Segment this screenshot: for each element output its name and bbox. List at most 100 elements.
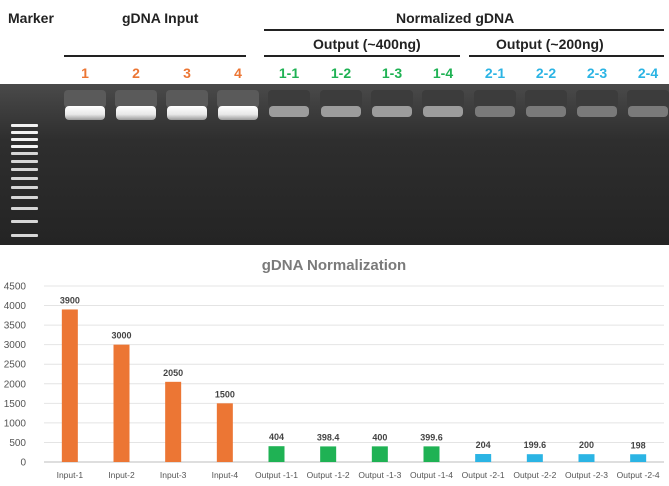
lane-label-2-3: 2-3 (586, 65, 608, 81)
marker-ladder (11, 124, 38, 237)
lane-label-4: 4 (234, 65, 242, 81)
value-label: 400 (372, 432, 387, 442)
normalized-rule (264, 29, 664, 31)
ladder-band (11, 234, 38, 237)
value-label: 398.4 (317, 432, 340, 442)
output-400-rule (264, 55, 460, 57)
input-rule (64, 55, 246, 57)
gel-band (475, 106, 515, 117)
band-smear (422, 90, 464, 108)
ladder-band (11, 220, 38, 223)
y-tick-label: 2000 (4, 379, 27, 390)
y-tick-label: 4000 (4, 301, 27, 312)
gel-band (577, 106, 617, 117)
y-tick-label: 3000 (4, 340, 27, 351)
bar-output-2-2 (526, 454, 543, 462)
lane-label-3: 3 (183, 65, 191, 81)
value-label: 204 (476, 440, 491, 450)
gel-band (628, 106, 668, 117)
value-label: 1500 (215, 389, 235, 399)
x-tick-label: Input-3 (160, 470, 187, 480)
ladder-band (11, 196, 38, 199)
lane-label-2-2: 2-2 (535, 65, 557, 81)
lane-label-1: 1 (81, 65, 89, 81)
lane-label-2: 2 (132, 65, 140, 81)
value-label: 200 (579, 440, 594, 450)
bar-output-2-3 (578, 454, 595, 462)
lane-label-1-1: 1-1 (278, 65, 300, 81)
normalized-gdna-label: Normalized gDNA (396, 10, 515, 26)
y-tick-label: 1500 (4, 399, 27, 410)
value-label: 198 (631, 440, 646, 450)
chart-title: gDNA Normalization (262, 257, 406, 274)
lane-label-2-4: 2-4 (637, 65, 659, 81)
ladder-band (11, 124, 38, 127)
chart-bars (61, 309, 647, 462)
value-label: 3900 (60, 295, 80, 305)
y-tick-label: 2500 (4, 360, 27, 371)
ladder-band (11, 168, 38, 171)
x-tick-label: Input-2 (108, 470, 135, 480)
band-smear (268, 90, 310, 108)
bar-output-1-2 (320, 446, 337, 462)
value-label: 3000 (111, 331, 131, 341)
ladder-band (11, 145, 38, 148)
output-200-rule (469, 55, 664, 57)
bar-output-1-1 (268, 446, 285, 462)
band-smear (166, 90, 208, 108)
lane-label-1-3: 1-3 (381, 65, 403, 81)
x-tick-label: Output -2-1 (462, 470, 505, 480)
y-tick-label: 1000 (4, 418, 27, 429)
bar-input-1 (61, 309, 78, 462)
x-tick-label: Output -1-1 (255, 470, 298, 480)
band-smear (320, 90, 362, 108)
y-tick-label: 500 (9, 438, 26, 449)
bar-output-1-4 (423, 446, 440, 462)
ladder-band (11, 186, 38, 189)
band-smear (64, 90, 106, 108)
gel-bands (64, 90, 669, 120)
chart-grid (44, 285, 664, 463)
x-tick-label: Output -1-2 (307, 470, 350, 480)
x-tick-label: Output -1-4 (410, 470, 453, 480)
gdna-input-label: gDNA Input (122, 10, 199, 26)
ladder-band (11, 207, 38, 210)
bar-output-2-4 (630, 454, 647, 462)
gel-band (526, 106, 566, 117)
gel-band (321, 106, 361, 117)
lane-label-2-1: 2-1 (484, 65, 506, 81)
output-400-label: Output (~400ng) (313, 36, 421, 52)
y-axis-ticks: 0 500 1000 1500 2000 2500 3000 3500 4000 4500 (4, 282, 27, 469)
band-smear (525, 90, 567, 108)
bar-input-2 (113, 344, 130, 462)
bar-output-2-1 (475, 454, 492, 462)
gel-band (218, 106, 258, 120)
value-label: 2050 (163, 368, 183, 378)
y-tick-label: 0 (20, 458, 26, 469)
value-label: 399.6 (420, 432, 443, 442)
y-tick-label: 3500 (4, 321, 27, 332)
lane-label-1-2: 1-2 (330, 65, 352, 81)
band-smear (217, 90, 259, 108)
x-tick-label: Output -2-3 (565, 470, 608, 480)
lane-label-1-4: 1-4 (432, 65, 454, 81)
normalization-chart: gDNA Normalization 0 500 1000 1500 2000 2500 3… (4, 257, 664, 480)
x-tick-label: Output -2-2 (513, 470, 556, 480)
ladder-band (11, 160, 38, 163)
band-smear (371, 90, 413, 108)
x-tick-label: Output -2-4 (617, 470, 660, 480)
band-smear (115, 90, 157, 108)
gel-band (372, 106, 412, 117)
output-200-label: Output (~200ng) (496, 36, 604, 52)
x-axis-labels: Input-1 Input-2 Input-3 Input-4 Output -1-1 O… (57, 470, 660, 480)
gel-band (423, 106, 463, 117)
band-smear (474, 90, 516, 108)
x-tick-label: Output -1-3 (358, 470, 401, 480)
gel-image (0, 84, 669, 245)
y-tick-label: 4500 (4, 282, 27, 293)
gel-band (116, 106, 156, 120)
marker-label: Marker (8, 10, 54, 26)
gel-band (65, 106, 105, 120)
ladder-band (11, 131, 38, 134)
x-tick-label: Input-4 (212, 470, 239, 480)
